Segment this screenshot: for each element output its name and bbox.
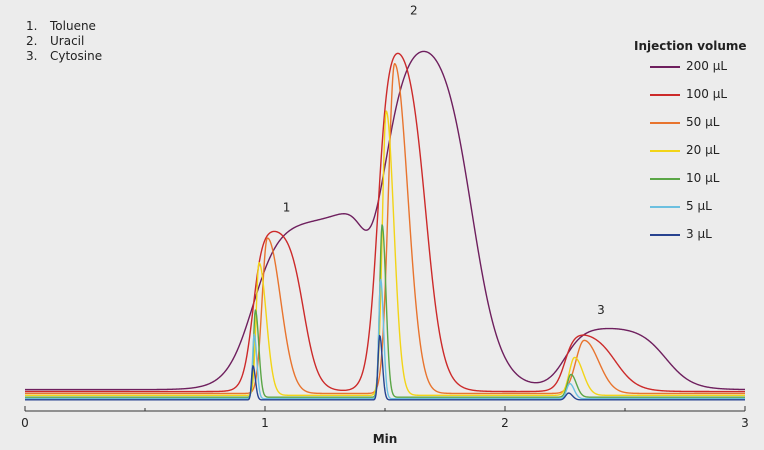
compound-number: 1.	[26, 19, 38, 33]
legend-label: 3 µL	[686, 227, 712, 241]
x-tick-label: 3	[741, 416, 749, 430]
legend-label: 100 µL	[686, 87, 728, 101]
series-line-200ul	[24, 50, 746, 391]
series-line-20ul	[24, 110, 746, 397]
legend-item-200ul: 200 µL	[634, 59, 747, 87]
legend-label: 20 µL	[686, 143, 720, 157]
compound-number: 2.	[26, 34, 38, 48]
legend-swatch	[650, 178, 680, 180]
legend-label: 10 µL	[686, 171, 720, 185]
compound-name: Toluene	[50, 19, 96, 33]
legend-title: Injection volume	[634, 39, 747, 53]
chart-legend: Injection volume 200 µL 100 µL 50 µL 20 …	[634, 39, 747, 255]
legend-swatch	[650, 94, 680, 96]
series-line-5ul	[24, 278, 746, 400]
x-axis-label: Min	[373, 432, 398, 446]
legend-swatch	[650, 234, 680, 236]
compound-list: 1. Toluene 2. Uracil 3. Cytosine	[26, 19, 102, 64]
peak-label: 1	[283, 201, 291, 215]
series-line-50ul	[24, 62, 746, 395]
legend-swatch	[650, 66, 680, 68]
x-tick-label: 1	[261, 416, 269, 430]
compound-item: 1. Toluene	[26, 19, 102, 34]
legend-item-100ul: 100 µL	[634, 87, 747, 115]
legend-swatch	[650, 206, 680, 208]
compound-name: Uracil	[50, 34, 85, 48]
x-tick-label: 2	[501, 416, 509, 430]
series-line-100ul	[24, 52, 746, 393]
series-line-3ul	[24, 334, 746, 401]
legend-label: 50 µL	[686, 115, 720, 129]
compound-item: 2. Uracil	[26, 34, 102, 49]
legend-label: 5 µL	[686, 199, 712, 213]
legend-swatch	[650, 150, 680, 152]
legend-swatch	[650, 122, 680, 124]
legend-item-20ul: 20 µL	[634, 143, 747, 171]
compound-name: Cytosine	[50, 49, 103, 63]
legend-item-10ul: 10 µL	[634, 171, 747, 199]
series-line-10ul	[24, 224, 746, 398]
legend-item-5ul: 5 µL	[634, 199, 747, 227]
legend-label: 200 µL	[686, 59, 728, 73]
compound-item: 3. Cytosine	[26, 49, 102, 64]
peak-label: 3	[597, 303, 605, 317]
peak-label: 2	[410, 3, 418, 17]
legend-item-50ul: 50 µL	[634, 115, 747, 143]
x-tick-label: 0	[21, 416, 29, 430]
legend-item-3ul: 3 µL	[634, 227, 747, 255]
compound-number: 3.	[26, 49, 38, 63]
